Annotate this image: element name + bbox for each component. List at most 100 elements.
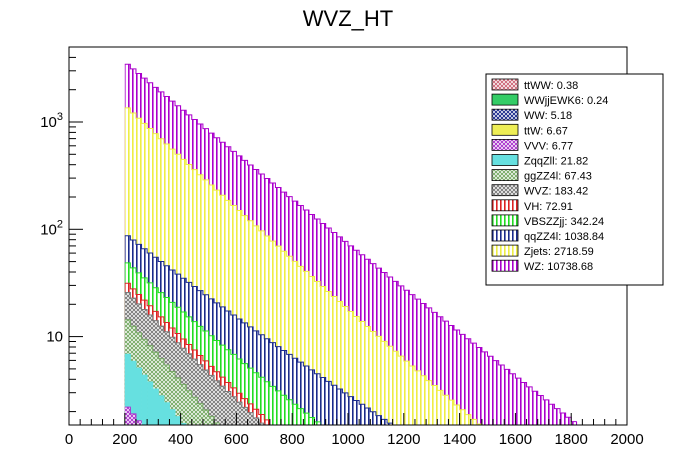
bar-wz-64 (481, 351, 488, 425)
legend-entry: WW: 5.18 (491, 108, 572, 122)
bar-zjets-37 (331, 296, 338, 425)
bar-wz-69 (509, 373, 516, 425)
bar-qqzz4l-46 (381, 419, 388, 425)
histogram-bars (124, 64, 578, 426)
bar-zjets-40 (348, 311, 354, 425)
outline-wz (124, 63, 577, 423)
bar-zqqzll-4 (147, 382, 153, 425)
bar-ggzz4l-9 (175, 377, 181, 425)
legend-entry: ttW: 6.67 (491, 123, 568, 137)
bar-wz-61 (465, 338, 472, 425)
bar-zjets-58 (448, 400, 455, 425)
bar-vbszzjj-20 (236, 359, 243, 425)
bar-qqzz4l-26 (269, 342, 276, 425)
legend-entry: VH: 72.91 (491, 199, 573, 213)
bar-vh-24 (258, 414, 265, 425)
bar-wz-56 (437, 316, 444, 425)
bar-zjets-25 (264, 236, 271, 425)
bar-zqqzll-3 (141, 375, 148, 425)
bar-qqzz4l-32 (303, 366, 310, 425)
legend-entry: qqZZ4l: 1038.84 (491, 229, 604, 243)
bar-wz-74 (537, 395, 544, 425)
outline-zjets (124, 107, 482, 425)
legend-swatch (491, 154, 519, 166)
legend-swatch (491, 123, 519, 136)
bar-zjets-45 (375, 336, 382, 425)
bar-zjets-29 (286, 256, 293, 425)
x-tick-label: 1200 (387, 431, 420, 448)
bar-wz-72 (526, 386, 533, 425)
y-tick-label: 103 (40, 111, 63, 131)
bar-vvv-1 (130, 413, 137, 425)
bar-vbszzjj-26 (269, 386, 276, 425)
bar-vh-23 (253, 409, 260, 425)
bar-wz-52 (414, 299, 421, 425)
bar-zjets-54 (426, 380, 432, 425)
bar-ggzz4l-12 (191, 397, 198, 425)
bar-qqzz4l-29 (286, 354, 293, 425)
legend-label: ttW: 6.67 (524, 125, 568, 137)
legend-label: WZ: 10738.68 (524, 261, 593, 273)
outline-vvv (124, 406, 142, 422)
x-tick-label: 0 (65, 431, 73, 448)
legend-label: VVV: 6.77 (524, 140, 573, 152)
bar-zqqzll-0 (124, 354, 131, 425)
x-tick-label: 1400 (443, 431, 476, 448)
bar-wz-75 (543, 399, 550, 425)
bar-zjets-23 (253, 225, 260, 425)
bar-vbszzjj-32 (303, 413, 310, 425)
y-tick-label: 102 (40, 218, 63, 238)
x-tick-label: 800 (280, 431, 305, 448)
bar-wvz-20 (236, 402, 243, 425)
bar-qqzz4l-41 (353, 400, 360, 425)
legend-swatch (491, 199, 519, 212)
bar-qqzz4l-47 (387, 423, 393, 425)
bar-zqqzll-5 (152, 388, 159, 425)
x-tick-label: 1000 (331, 431, 364, 448)
legend-entry: VVV: 6.77 (491, 138, 573, 152)
bar-ggzz4l-6 (158, 358, 165, 425)
bar-wz-59 (454, 329, 460, 425)
bar-zjets-22 (247, 220, 254, 425)
bar-zjets-20 (236, 210, 243, 425)
bar-zjets-53 (420, 375, 427, 425)
bar-zjets-32 (303, 271, 310, 425)
chart-title: WVZ_HT (303, 6, 393, 31)
bar-wz-58 (448, 325, 455, 425)
legend-entry: ggZZ4l: 67.43 (491, 169, 592, 183)
bar-qqzz4l-35 (320, 377, 326, 425)
bar-qqzz4l-36 (325, 381, 332, 425)
bar-qqzz4l-27 (275, 346, 282, 425)
bar-qqzz4l-40 (348, 396, 354, 425)
bar-zqqzll-2 (135, 368, 142, 425)
bar-vh-25 (264, 419, 271, 425)
bar-zjets-52 (414, 370, 421, 425)
bar-zjets-24 (258, 230, 265, 425)
bar-wz-62 (470, 343, 477, 425)
bar-vbszzjj-22 (247, 368, 254, 425)
bar-wz-65 (487, 356, 494, 425)
x-axis: 0 200 400 600 800 1000 1200 1400 1600 1800 2000 (65, 413, 644, 448)
bar-zqqzll-1 (130, 361, 137, 425)
bar-zqqzll-10 (180, 423, 187, 425)
legend-swatch (491, 138, 519, 151)
legend-swatch (491, 93, 519, 106)
bar-wvz-24 (258, 423, 265, 425)
legend-label: ttWW: 0.38 (524, 80, 578, 92)
bar-vbszzjj-31 (297, 408, 304, 425)
legend-label: VH: 72.91 (524, 201, 573, 213)
bar-ggzz4l-10 (180, 384, 187, 425)
y-axis: 10 102 103 (40, 46, 83, 413)
bar-wz-49 (398, 285, 405, 425)
bar-qqzz4l-34 (314, 373, 321, 425)
outline-wvz (124, 292, 265, 424)
bar-ggzz4l-11 (186, 390, 193, 425)
bar-qqzz4l-30 (292, 358, 299, 425)
bar-vvv-0 (124, 407, 131, 425)
bar-wz-77 (554, 408, 561, 425)
bar-qqzz4l-39 (342, 392, 349, 425)
legend-entry: ZqqZll: 21.82 (491, 154, 588, 168)
bar-wz-78 (560, 412, 566, 425)
bar-vbszzjj-29 (286, 399, 293, 425)
x-tick-label: 2000 (610, 431, 643, 448)
